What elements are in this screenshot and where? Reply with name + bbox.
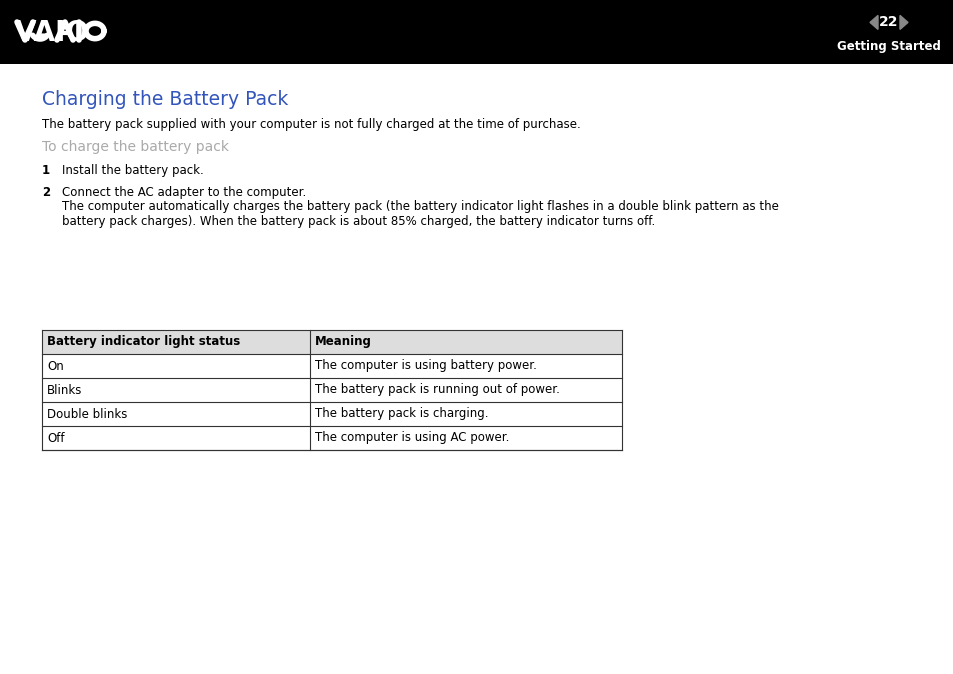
Text: Install the battery pack.: Install the battery pack. [62, 164, 204, 177]
Text: The battery pack is running out of power.: The battery pack is running out of power… [314, 384, 559, 396]
Bar [42, 330, 621, 354]
Text: 2: 2 [42, 186, 51, 199]
Text: Getting Started: Getting Started [836, 40, 940, 53]
Text: On: On [47, 359, 64, 373]
Text: The computer is using battery power.: The computer is using battery power. [314, 359, 537, 373]
Text: VAIO: VAIO [15, 20, 90, 47]
Text: Off: Off [47, 431, 65, 444]
Text: The computer is using AC power.: The computer is using AC power. [314, 431, 509, 444]
Text: 1: 1 [42, 164, 51, 177]
Text: 22: 22 [879, 16, 898, 30]
Text: The battery pack supplied with your computer is not fully charged at the time of: The battery pack supplied with your comp… [42, 118, 580, 131]
Polygon shape [869, 16, 877, 30]
Bar [0, 0, 953, 64]
Polygon shape [899, 16, 907, 30]
Text: The battery pack is charging.: The battery pack is charging. [314, 408, 488, 421]
Text: The computer automatically charges the battery pack (the battery indicator light: The computer automatically charges the b… [62, 200, 778, 228]
Text: Double blinks: Double blinks [47, 408, 128, 421]
Text: Battery indicator light status: Battery indicator light status [47, 336, 240, 348]
Text: Connect the AC adapter to the computer.: Connect the AC adapter to the computer. [62, 186, 306, 199]
Text: Blinks: Blinks [47, 384, 82, 396]
Text: To charge the battery pack: To charge the battery pack [42, 140, 229, 154]
Text: Meaning: Meaning [314, 336, 372, 348]
Text: Charging the Battery Pack: Charging the Battery Pack [42, 90, 288, 109]
